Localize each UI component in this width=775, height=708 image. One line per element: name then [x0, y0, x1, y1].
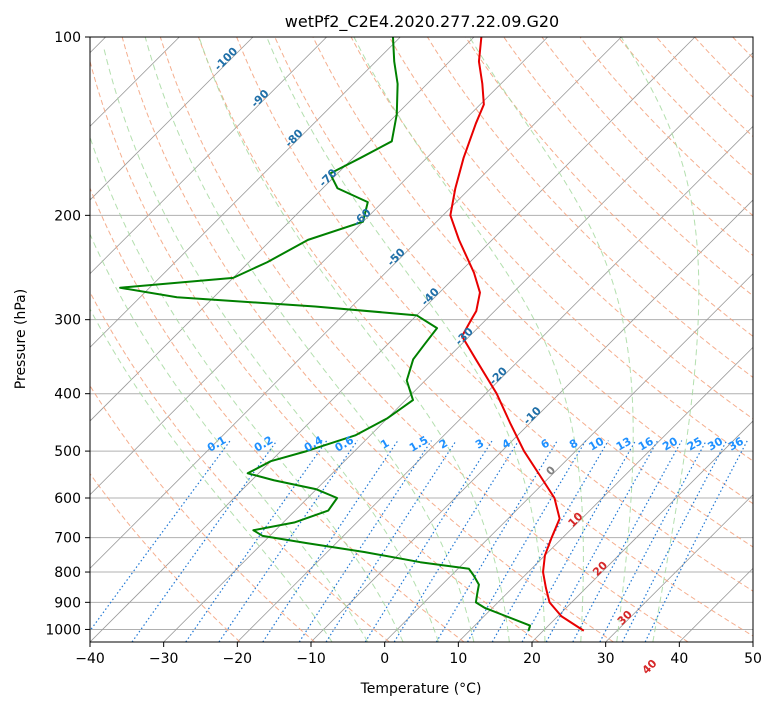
- profile-lines: [119, 37, 585, 632]
- isotherm-line: [531, 420, 753, 642]
- isotherm-line: [90, 37, 548, 496]
- isotherm-line: [90, 37, 696, 642]
- x-tick-label: −10: [296, 651, 326, 667]
- mixing-ratio-line: [435, 440, 558, 642]
- y-tick-label: 200: [54, 208, 81, 224]
- moist-adiabat: [90, 308, 333, 642]
- dry-adiabat: [90, 384, 316, 642]
- mixing-ratio-line: [364, 440, 493, 642]
- isotherm-line: [163, 52, 753, 642]
- mixing-ratio-line: [185, 440, 328, 642]
- x-tick-label: 40: [670, 651, 688, 667]
- moist-adiabat: [90, 135, 404, 642]
- moist-adiabat: [353, 37, 584, 642]
- dry-adiabat: [426, 37, 753, 378]
- mixing-ratio-line: [90, 440, 231, 632]
- x-tick-label: 50: [744, 651, 762, 667]
- x-tick-label: −20: [223, 651, 253, 667]
- moist-adiabat: [198, 37, 510, 642]
- y-tick-label: 700: [54, 531, 81, 547]
- isotherm-line: [90, 37, 475, 422]
- isotherm-line: [90, 37, 401, 348]
- dry-adiabat: [198, 37, 753, 637]
- isotherm-line: [458, 346, 753, 642]
- dry-adiabat: [90, 59, 540, 642]
- dry-adiabat: [236, 37, 753, 592]
- y-tick-label: 100: [54, 30, 81, 46]
- mixing-ratio-line: [218, 440, 358, 642]
- dry-adiabat: [121, 37, 614, 642]
- mixing-ratio-line: [131, 440, 278, 642]
- mixing-ratio-line: [644, 440, 748, 642]
- mixing-ratio-line: [572, 440, 683, 642]
- dry-adiabat: [159, 37, 689, 642]
- y-tick-label: 300: [54, 313, 81, 329]
- isotherm-line: [237, 125, 753, 642]
- dry-adiabat: [90, 291, 390, 642]
- y-tick-label: 400: [54, 387, 81, 403]
- x-tick-label: 30: [597, 651, 615, 667]
- dry-adiabat: [503, 37, 753, 297]
- moist-adiabat: [103, 49, 439, 642]
- x-axis-label: Temperature (°C): [360, 681, 482, 697]
- moist-adiabat: [90, 233, 369, 642]
- dry-adiabat: [90, 472, 241, 642]
- mixing-ratio-line: [521, 440, 637, 642]
- y-tick-label: 1000: [45, 622, 81, 638]
- mixing-ratio-line: [262, 440, 399, 642]
- mixing-ratio-line: [466, 440, 587, 642]
- x-tick-label: 10: [449, 651, 467, 667]
- x-tick-label: 0: [380, 651, 389, 667]
- isotherm-line: [310, 199, 753, 642]
- mixing-ratio-line: [325, 440, 457, 642]
- isotherm-line: [90, 37, 622, 569]
- moist-adiabat: [620, 37, 700, 642]
- isotherm-line: [605, 494, 753, 642]
- x-tick-label: 20: [523, 651, 541, 667]
- moist-adiabat: [266, 37, 546, 642]
- moist-adiabat: [144, 37, 475, 642]
- y-tick-label: 800: [54, 565, 81, 581]
- y-tick-label: 900: [54, 595, 81, 611]
- dry-adiabat: [90, 186, 465, 642]
- mixing-ratio-line: [545, 440, 659, 642]
- chart-title: wetPf2_C2E4.2020.277.22.09.G20: [285, 12, 559, 32]
- background-lines: [90, 37, 753, 642]
- x-tick-label: −40: [75, 651, 105, 667]
- y-tick-label: 500: [54, 444, 81, 460]
- y-axis: 1000 900 800 700 600 500 400 300 200 100: [45, 30, 90, 638]
- dry-adiabat: [274, 37, 753, 548]
- x-tick-label: −30: [149, 651, 179, 667]
- isotherm-line: [90, 37, 254, 201]
- temperature-line: [449, 37, 585, 632]
- y-tick-label: 600: [54, 491, 81, 507]
- isotherm-line: [384, 273, 753, 642]
- mixing-ratio-line: [393, 440, 520, 642]
- plot-frame: [89, 36, 754, 643]
- x-axis: −40 −30 −20 −10 0 10 20 30 40 50: [75, 642, 762, 667]
- dry-adiabat: [350, 37, 753, 462]
- y-axis-label: Pressure (hPa): [13, 289, 29, 389]
- isotherm-line: [90, 37, 327, 275]
- mixing-ratio-line: [298, 440, 432, 642]
- dewpoint-line: [119, 37, 532, 632]
